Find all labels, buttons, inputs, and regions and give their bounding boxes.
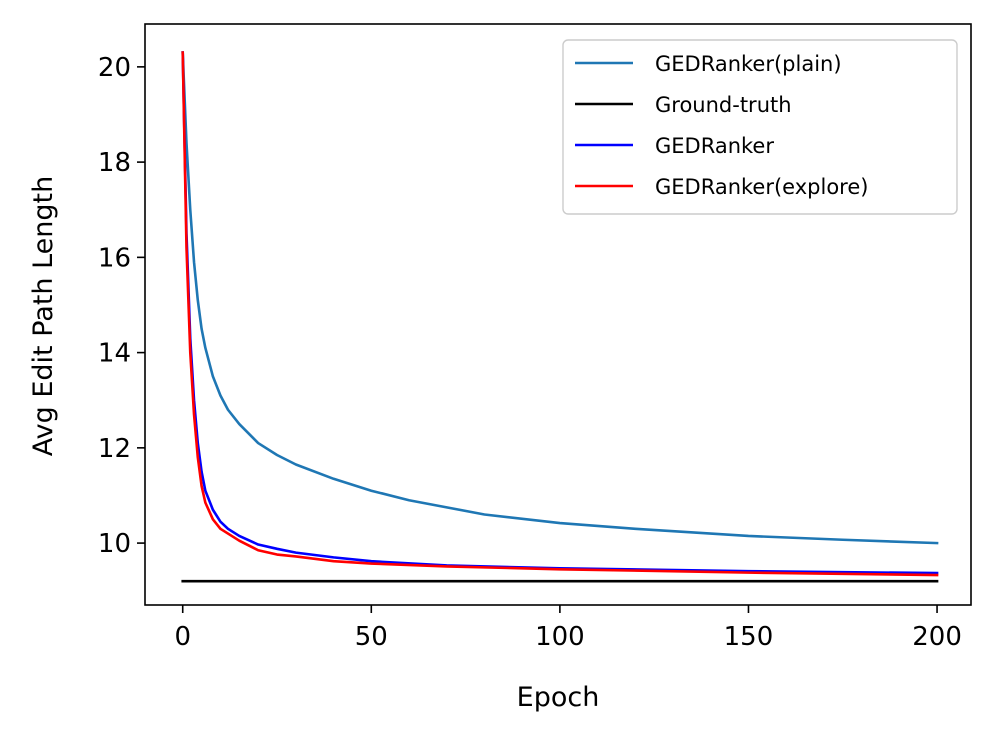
x-tick-label: 150	[724, 622, 774, 652]
y-axis-label: Avg Edit Path Length	[28, 176, 59, 456]
y-tick-label: 12	[98, 434, 131, 464]
y-tick-label: 20	[98, 53, 131, 83]
legend-label: GEDRanker(plain)	[655, 52, 842, 76]
x-axis: 0 50 100 150 200	[174, 605, 962, 652]
y-tick-label: 16	[98, 243, 131, 273]
series-layer	[181, 51, 939, 583]
y-axis: 10 12 14 16 18 20	[98, 53, 145, 559]
x-tick-label: 0	[174, 622, 191, 652]
x-tick-label: 100	[535, 622, 585, 652]
y-tick-label: 10	[98, 529, 131, 559]
legend-label: GEDRanker(explore)	[655, 175, 868, 199]
series-line-1	[181, 51, 939, 545]
legend-box	[562, 39, 958, 215]
plot-frame	[144, 23, 972, 606]
y-tick-label: 14	[98, 339, 131, 369]
x-tick-label: 200	[912, 622, 962, 652]
legend-label: GEDRanker	[655, 134, 774, 158]
x-axis-label: Epoch	[517, 682, 600, 713]
series-line-4	[181, 51, 939, 577]
x-tick-label: 50	[355, 622, 388, 652]
y-tick-label: 18	[98, 148, 131, 178]
legend-label: Ground-truth	[655, 93, 792, 117]
legend: GEDRanker(plain) Ground-truth GEDRanker GED…	[562, 39, 958, 215]
